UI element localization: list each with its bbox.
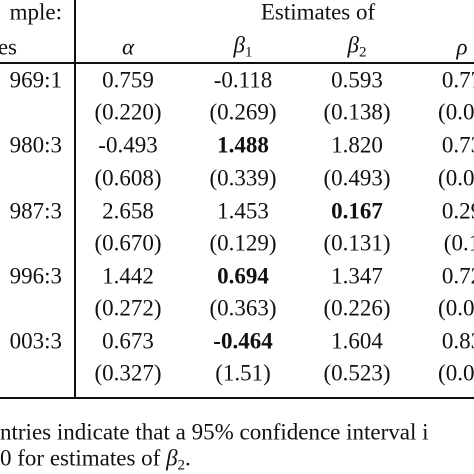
- column-header: ρ: [456, 36, 467, 59]
- row-label: 969:1: [9, 67, 62, 93]
- table-cell: (0.129): [209, 230, 277, 256]
- table-cell: (0.06: [438, 99, 474, 125]
- footnote-text: 0 for estimates of: [0, 445, 167, 471]
- table-cell: 0.759: [102, 67, 154, 93]
- sample-label: mple:: [9, 0, 62, 25]
- table-cell: (0.269): [209, 99, 277, 125]
- group-title: Estimates of: [260, 0, 376, 25]
- footnote-text: .: [185, 445, 191, 471]
- column-symbol: α: [121, 34, 135, 60]
- vertical-rule: [74, 0, 76, 398]
- row-label: 996:3: [9, 263, 62, 289]
- header-rule: [0, 62, 474, 64]
- table-cell: (0.363): [209, 295, 277, 321]
- table-cell: (0.226): [323, 295, 391, 321]
- table-cell: 0.167: [331, 198, 383, 224]
- table-cell: (0.06: [438, 295, 474, 321]
- table-cell: 1.442: [102, 263, 154, 289]
- table-cell: 0.77: [441, 67, 474, 93]
- table-cell: 0.72: [441, 263, 474, 289]
- table-cell: 1.488: [217, 132, 269, 158]
- table-cell: 1.820: [331, 132, 383, 158]
- column-header: β2: [348, 34, 367, 61]
- row-label: 980:3: [9, 132, 62, 158]
- table-cell: (0.608): [94, 165, 162, 191]
- footnote: ntries indicate that a 95% confidence in…: [0, 419, 429, 445]
- table-cell: (0.220): [94, 99, 162, 125]
- table-cell: 0.694: [217, 263, 269, 289]
- table-cell: 0.593: [331, 67, 383, 93]
- table-cell: 1.604: [331, 328, 383, 354]
- table-cell: 1.347: [331, 263, 383, 289]
- row-label: 003:3: [9, 328, 62, 354]
- table-cell: (1.51): [215, 360, 271, 386]
- table-cell: (0.523): [323, 360, 391, 386]
- table-cell: (0.493): [323, 165, 391, 191]
- table-cell: 0.73: [441, 132, 474, 158]
- table-cell: -0.118: [213, 67, 273, 93]
- table-cell: 2.658: [102, 198, 154, 224]
- column-symbol: β: [233, 32, 245, 58]
- footnote-subscript: 2: [177, 457, 186, 474]
- table-cell: (0.1: [443, 230, 474, 256]
- table-cell: (0.272): [94, 295, 162, 321]
- table-cell: (0.07: [438, 165, 474, 191]
- table-cell: -0.493: [98, 132, 158, 158]
- column-symbol: ρ: [456, 34, 468, 60]
- column-symbol: β: [347, 32, 359, 58]
- sample-label: es: [0, 34, 17, 60]
- table-cell: (0.08: [438, 360, 474, 386]
- table-cell: (0.670): [94, 230, 162, 256]
- footnote-symbol: β: [166, 445, 178, 471]
- table-cell: 0.673: [102, 328, 154, 354]
- table-cell: (0.327): [94, 360, 162, 386]
- table-cell: 1.453: [217, 198, 269, 224]
- column-subscript: 1: [244, 44, 253, 61]
- bottom-rule: [0, 397, 474, 399]
- row-label: 987:3: [9, 198, 62, 224]
- table-cell: 0.83: [441, 328, 474, 354]
- column-subscript: 2: [358, 44, 367, 61]
- column-header: β1: [234, 34, 253, 61]
- column-header: α: [122, 36, 134, 59]
- footnote: 0 for estimates of β2.: [0, 447, 191, 474]
- table-cell: -0.464: [213, 328, 273, 354]
- table-cell: 0.29: [441, 198, 474, 224]
- table-cell: (0.131): [323, 230, 391, 256]
- table-cell: (0.138): [323, 99, 391, 125]
- table-cell: (0.339): [209, 165, 277, 191]
